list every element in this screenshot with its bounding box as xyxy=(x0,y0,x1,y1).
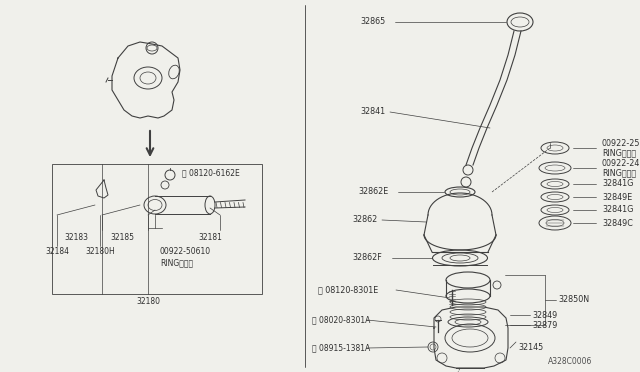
Text: 32849: 32849 xyxy=(532,311,557,320)
Text: 32865: 32865 xyxy=(360,17,385,26)
Text: RINGリング: RINGリング xyxy=(602,148,636,157)
Text: 32879: 32879 xyxy=(532,321,557,330)
Text: 00922-25000: 00922-25000 xyxy=(602,138,640,148)
Text: Ⓑ 08120-6162E: Ⓑ 08120-6162E xyxy=(182,169,240,177)
Text: 32145: 32145 xyxy=(518,343,543,353)
Text: 00922-50610: 00922-50610 xyxy=(160,247,211,257)
Text: 32841: 32841 xyxy=(360,108,385,116)
Text: 32841G: 32841G xyxy=(602,205,634,215)
Bar xyxy=(52,164,262,294)
Text: 32180H: 32180H xyxy=(85,247,115,257)
Text: 32849E: 32849E xyxy=(602,192,632,202)
Text: 32862: 32862 xyxy=(352,215,377,224)
Text: 00922-24200: 00922-24200 xyxy=(602,158,640,167)
Text: 32841G: 32841G xyxy=(602,180,634,189)
Text: 32184: 32184 xyxy=(45,247,69,257)
Text: 32185: 32185 xyxy=(110,234,134,243)
Text: 32862E: 32862E xyxy=(358,187,388,196)
Text: 32862F: 32862F xyxy=(352,253,381,263)
Text: Ⓑ 08120-8301E: Ⓑ 08120-8301E xyxy=(318,285,378,295)
Text: 32183: 32183 xyxy=(64,234,88,243)
Text: 32850N: 32850N xyxy=(558,295,589,305)
Text: RINGリング: RINGリング xyxy=(160,259,193,267)
Text: A328C0006: A328C0006 xyxy=(548,357,593,366)
Text: 32180: 32180 xyxy=(136,298,160,307)
Text: Ⓢ 08915-1381A: Ⓢ 08915-1381A xyxy=(312,343,371,353)
Text: 32849C: 32849C xyxy=(602,218,633,228)
Text: Ⓑ 08020-8301A: Ⓑ 08020-8301A xyxy=(312,315,371,324)
Text: RINGリング: RINGリング xyxy=(602,169,636,177)
Text: 32181: 32181 xyxy=(198,232,222,241)
